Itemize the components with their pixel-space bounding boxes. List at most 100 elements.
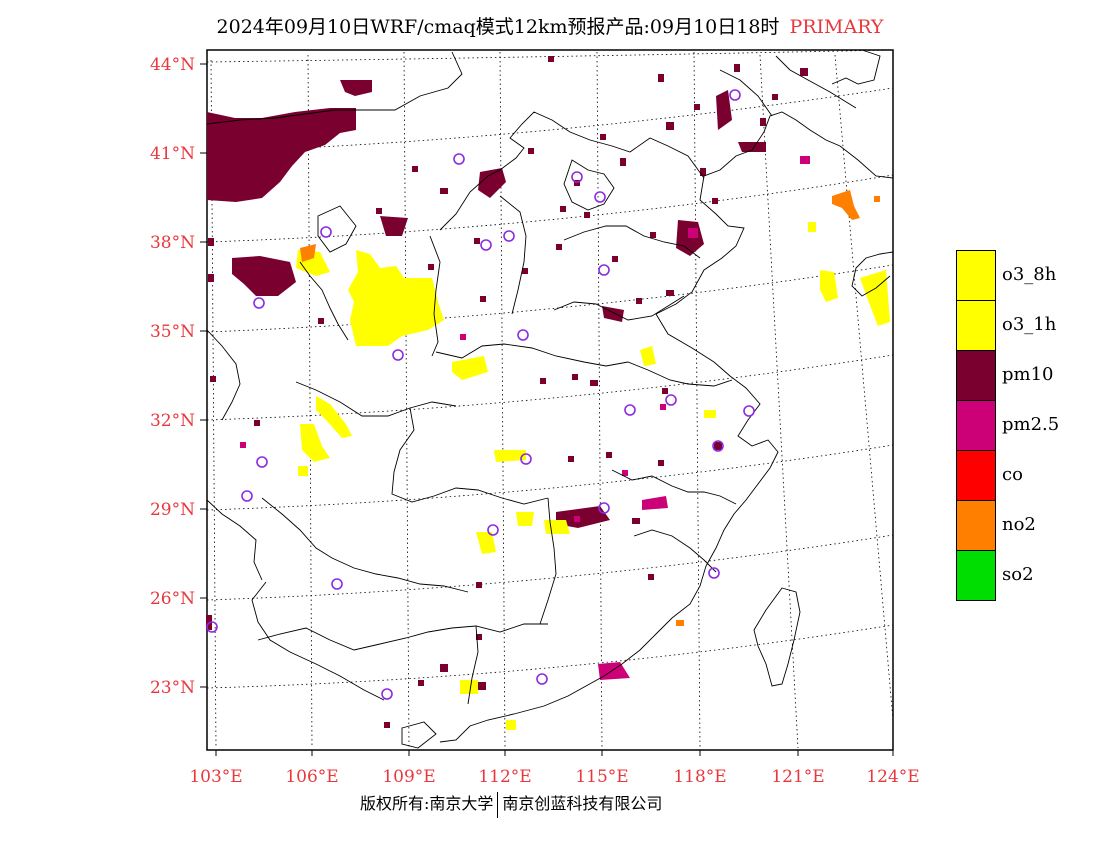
lon-label: 112°E [478,767,531,787]
legend-label: pm10 [1002,364,1054,385]
province-jiangxi-fujian [633,529,717,573]
province-shanxi-hebei [499,195,527,315]
province-ningxia [317,205,357,253]
legend-label: pm2.5 [1002,414,1060,435]
province-guizhou-yunnan [261,497,469,593]
border-northeast [831,49,881,85]
province-jilin [775,55,857,109]
station-marker [708,567,720,579]
lon-label: 106°E [285,767,338,787]
o3-area [516,512,534,526]
legend-label: o3_8h [1002,264,1057,285]
o3-area [298,466,308,476]
o3-area [544,520,570,534]
o3-area [476,532,496,554]
lat-label: 29°N [150,500,195,520]
station-marker [392,349,404,361]
legend-swatch [956,250,996,301]
o3-area [640,346,656,366]
pm10-area [232,256,296,296]
legend-swatch [956,550,996,601]
pm10-area [478,168,506,198]
legend-item-pm10: pm10 [956,350,1100,401]
province-west [206,329,241,421]
lon-label: 115°E [575,767,628,787]
station-marker [665,394,677,406]
station-marker [253,297,265,309]
station-marker [729,89,741,101]
o3-area [460,680,478,694]
graticule [206,49,894,749]
o3-area [494,450,526,462]
legend-label: co [1002,464,1023,485]
lat-label: 32°N [150,411,195,431]
pm25-area [642,496,668,510]
legend-label: so2 [1002,564,1034,585]
pm10-area [716,90,732,130]
station-marker [571,171,583,183]
korea-coast [851,251,894,297]
station-marker [487,524,499,536]
station-marker [331,578,343,590]
province-tibet-sichuan [206,499,263,581]
copyright-left: 版权所有:南京大学 [360,794,494,813]
province-shanxi-shaanxi [429,235,441,357]
station-marker [256,456,268,468]
province-liaoning-jilin [719,69,773,117]
station-marker [320,226,332,238]
o3-area [704,410,716,418]
province-jiangxi-zhejiang [611,469,737,505]
station-marker [206,621,218,633]
parallel-23 [206,624,894,689]
province-chongqing-hunan [391,407,549,505]
map-title-main: 2024年09月10日WRF/cmaq模式12km预报产品:09月10日18时 [216,16,780,38]
station-marker [598,264,610,276]
province-guangxi-north [257,623,548,651]
station-marker [536,673,548,685]
parallel-26 [206,534,894,601]
province-guangxi-guangdong [467,625,479,705]
legend-swatch [956,400,996,451]
station-marker [241,490,253,502]
legend-swatch [956,500,996,551]
station-marker [503,230,515,242]
axis-ticks [200,63,894,756]
pm10-cells [208,56,808,728]
legend-item-o3-1h: o3_1h [956,300,1100,351]
o3-area [820,270,838,302]
primary-tag: PRIMARY [789,16,884,38]
parallel-29 [206,444,894,511]
pm25-area [688,228,698,238]
copyright-footer: 版权所有:南京大学 南京创蓝科技有限公司 [360,790,662,818]
province-hebei-shandong [563,225,701,259]
pm25-area [800,156,810,164]
pm10-area [380,216,408,236]
province-gansu [299,261,349,341]
lat-label: 41°N [150,144,195,164]
o3-area-loess [348,250,444,346]
boundaries [206,49,894,749]
lon-label: 109°E [382,767,435,787]
lon-label: 121°E [771,767,824,787]
province-sichuan-shaanxi [295,381,457,417]
o3-area-korea [860,270,890,326]
map-title: 2024年09月10日WRF/cmaq模式12km预报产品:09月10日18时 P… [0,12,1100,39]
station-marker [594,191,606,203]
parallel-41 [206,87,894,153]
pm25-cells [240,334,666,522]
pollution-areas [206,56,890,730]
province-beijing-tianjin [563,159,615,211]
monitoring-stations [206,89,755,700]
no2-area [676,620,684,626]
parallel-35 [206,264,894,333]
province-hunan-jiangxi [539,497,557,625]
no2-area [874,196,880,202]
lon-label: 124°E [866,767,919,787]
station-marker [520,453,532,465]
meridian-121 [759,54,799,749]
legend-item-o3-8h: o3_8h [956,250,1100,301]
o3-area [452,356,488,380]
station-marker [624,404,636,416]
pm10-area [340,80,372,96]
no2-area [300,244,316,262]
